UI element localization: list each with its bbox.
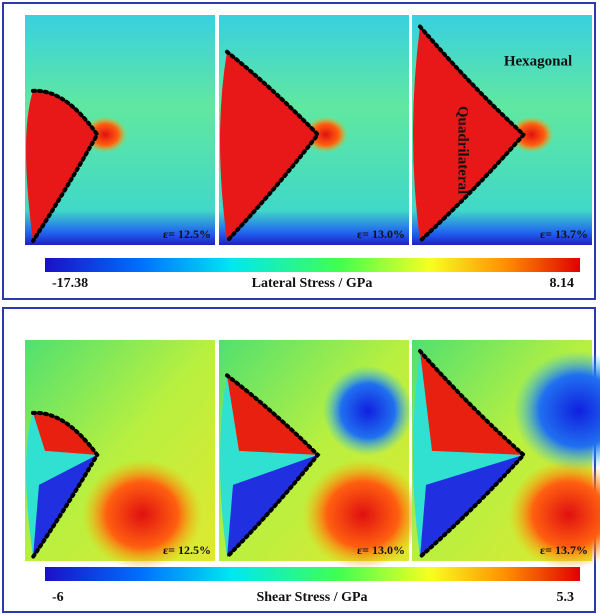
strain-label: ε= 12.5%: [163, 227, 211, 241]
strain-label: ε= 13.7%: [540, 543, 588, 557]
negative-blob: [323, 366, 413, 456]
colorbar-max: 5.3: [557, 590, 575, 605]
annotation: Quadrilateral: [455, 106, 471, 194]
colorbar: [45, 567, 580, 581]
maps: ε= 12.5% ε= 13.0% ε= 13.7% Hexagonal Quadril…: [25, 15, 600, 605]
colorbar: [45, 258, 580, 272]
strain-label: ε= 13.0%: [357, 227, 405, 241]
strain-label: ε= 13.0%: [357, 543, 405, 557]
colorbar-min: -6: [52, 590, 64, 605]
colorbar-max: 8.14: [550, 276, 575, 291]
strain-label: ε= 12.5%: [163, 543, 211, 557]
colorbar-title: Lateral Stress / GPa: [252, 276, 373, 291]
annotation: Hexagonal: [504, 53, 572, 69]
strain-label: ε= 13.7%: [540, 227, 588, 241]
page: {"panels": [ {"maps": [{"strain": "ε= 12…: [0, 0, 600, 615]
colorbar-title: Shear Stress / GPa: [256, 590, 367, 605]
figure: ε= 12.5% ε= 13.0% ε= 13.7% Hexagonal Quadril…: [0, 0, 600, 615]
colorbar-min: -17.38: [52, 276, 88, 291]
